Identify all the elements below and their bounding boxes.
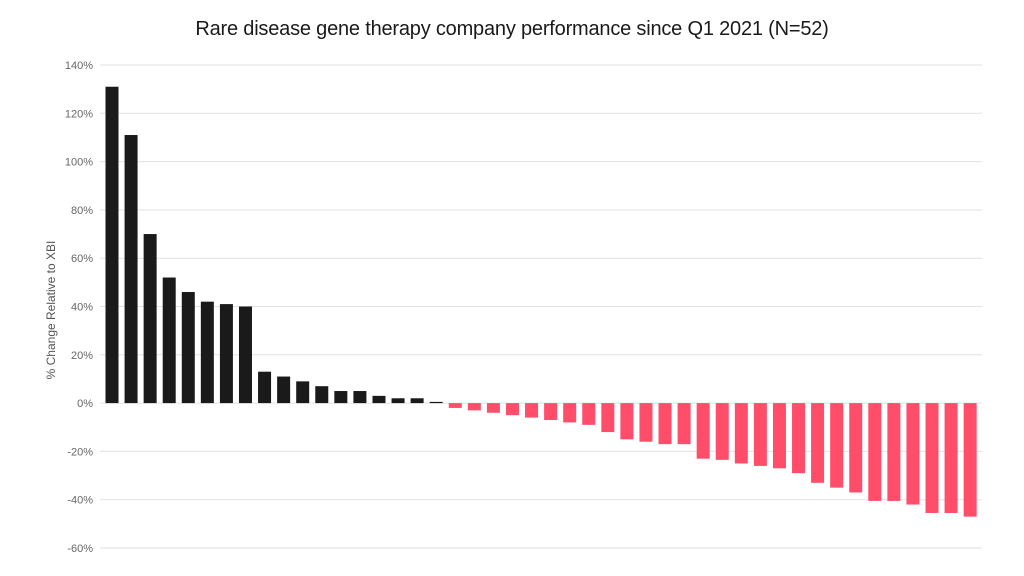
bar xyxy=(715,403,729,460)
bar xyxy=(410,398,424,404)
bar xyxy=(772,403,786,469)
chart-title: Rare disease gene therapy company perfor… xyxy=(195,18,829,40)
bar xyxy=(963,403,977,517)
bar xyxy=(887,403,901,501)
y-tick-labels: 140% 120% 100% 80% 60% 40% 20% 0% -20% -40% -60% xyxy=(65,60,93,555)
bar xyxy=(830,403,844,488)
bar xyxy=(849,403,863,493)
y-tick-label: -40% xyxy=(67,495,93,507)
bar xyxy=(296,381,310,404)
gridlines xyxy=(100,64,982,549)
y-tick-label: 80% xyxy=(71,205,93,217)
bar xyxy=(238,306,252,404)
bar xyxy=(258,371,272,404)
y-tick-label: 60% xyxy=(71,253,93,265)
bar xyxy=(219,304,233,404)
bar xyxy=(277,376,291,404)
bar xyxy=(753,403,767,466)
bar xyxy=(391,398,405,404)
bar xyxy=(505,403,519,416)
bar xyxy=(429,401,443,404)
bar xyxy=(944,403,958,513)
bar xyxy=(639,403,653,442)
bar xyxy=(906,403,920,505)
y-tick-label: 100% xyxy=(65,157,93,169)
bar xyxy=(486,403,500,413)
bar xyxy=(544,403,558,421)
y-tick-label: 0% xyxy=(77,398,93,410)
bar xyxy=(696,403,710,459)
bar xyxy=(181,292,195,404)
y-tick-label: 40% xyxy=(71,302,93,314)
y-tick-label: 20% xyxy=(71,350,93,362)
bar xyxy=(677,403,691,445)
bar xyxy=(105,86,119,404)
bar xyxy=(200,301,214,404)
y-tick-label: 140% xyxy=(65,60,93,72)
bar xyxy=(925,403,939,513)
bar xyxy=(372,395,386,404)
bar xyxy=(143,234,157,404)
bar xyxy=(353,391,367,404)
bar xyxy=(124,135,138,404)
bar xyxy=(811,403,825,483)
bar xyxy=(315,386,329,404)
y-tick-label: 120% xyxy=(65,108,93,120)
y-tick-label: -20% xyxy=(67,446,93,458)
bar xyxy=(658,403,672,445)
bar xyxy=(563,403,577,423)
bar xyxy=(525,403,539,418)
bar xyxy=(162,277,176,404)
y-tick-label: -60% xyxy=(67,543,93,555)
bar xyxy=(792,403,806,474)
bars xyxy=(105,86,977,517)
bar xyxy=(334,391,348,404)
bar xyxy=(448,403,462,408)
bar xyxy=(467,403,481,411)
bar xyxy=(734,403,748,464)
bar xyxy=(620,403,634,440)
bar xyxy=(582,403,596,425)
bar xyxy=(601,403,615,433)
bar xyxy=(868,403,882,501)
